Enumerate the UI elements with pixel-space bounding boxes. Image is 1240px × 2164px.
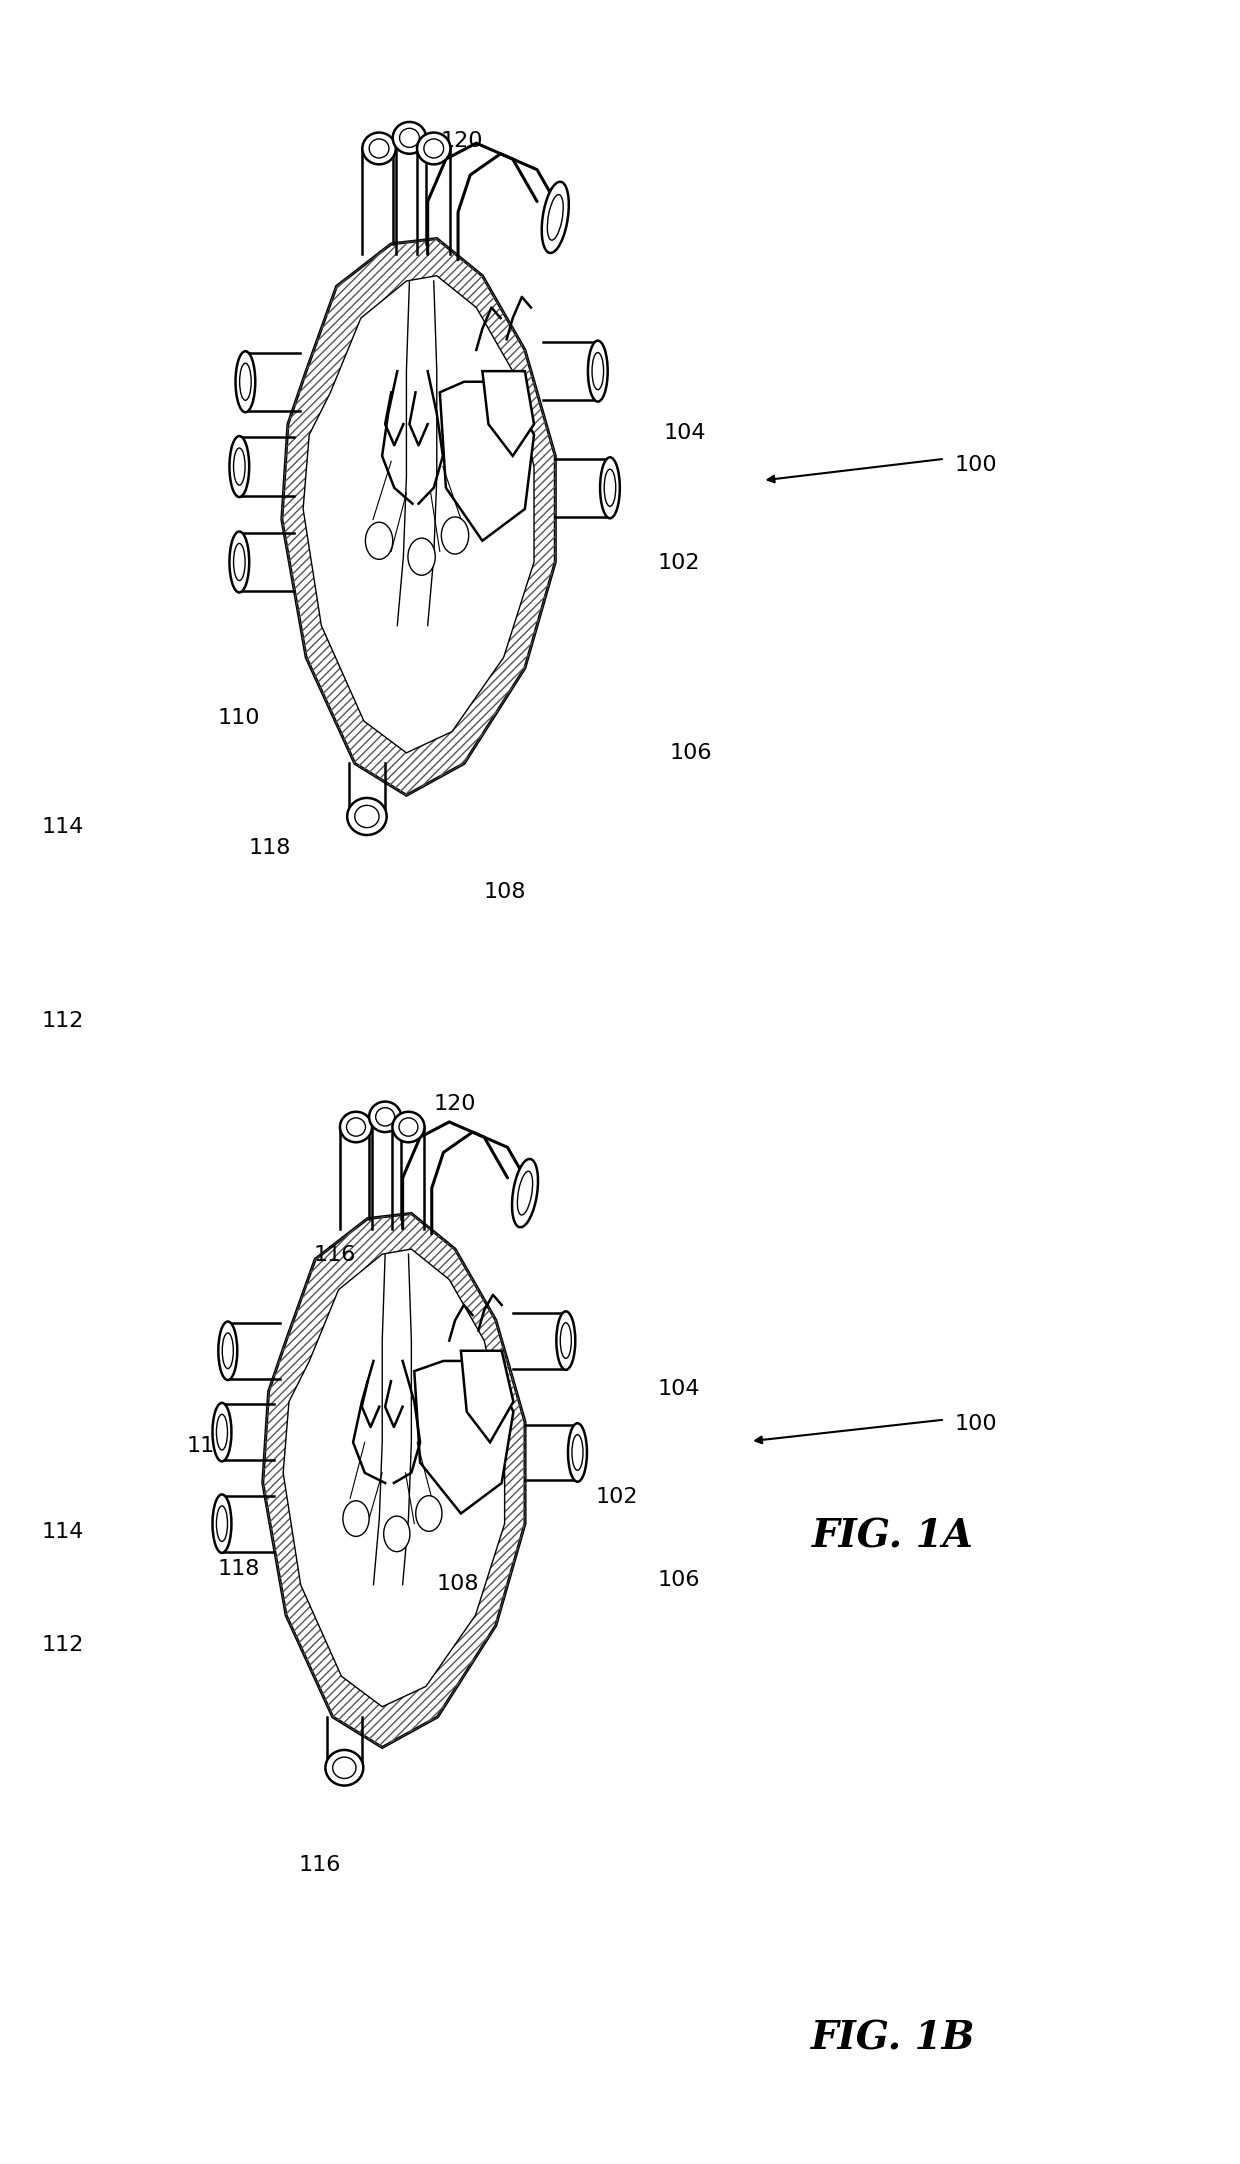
Ellipse shape: [399, 1119, 418, 1136]
Text: 120: 120: [434, 1093, 476, 1114]
Ellipse shape: [370, 1101, 402, 1132]
Ellipse shape: [376, 1108, 394, 1125]
Ellipse shape: [233, 448, 246, 485]
Ellipse shape: [239, 364, 252, 400]
Text: 112: 112: [42, 1011, 84, 1032]
Ellipse shape: [591, 353, 604, 390]
Ellipse shape: [212, 1402, 232, 1461]
Ellipse shape: [393, 121, 427, 154]
Ellipse shape: [424, 138, 444, 158]
Ellipse shape: [217, 1506, 227, 1541]
Polygon shape: [283, 1249, 505, 1707]
Ellipse shape: [366, 522, 393, 558]
Text: 108: 108: [484, 881, 526, 902]
Polygon shape: [482, 372, 534, 457]
Ellipse shape: [218, 1322, 237, 1381]
Polygon shape: [303, 275, 534, 753]
Ellipse shape: [340, 1112, 372, 1143]
Ellipse shape: [604, 470, 616, 506]
Ellipse shape: [362, 132, 396, 164]
Ellipse shape: [383, 1517, 410, 1552]
Ellipse shape: [325, 1751, 363, 1785]
Text: 106: 106: [670, 742, 712, 764]
Ellipse shape: [212, 1495, 232, 1554]
Ellipse shape: [229, 532, 249, 593]
Ellipse shape: [441, 517, 469, 554]
Text: 102: 102: [595, 1487, 637, 1508]
Ellipse shape: [222, 1333, 233, 1368]
Text: 116: 116: [314, 1244, 356, 1266]
Text: 104: 104: [663, 422, 706, 444]
Text: 100: 100: [955, 454, 997, 476]
Ellipse shape: [572, 1435, 583, 1469]
Polygon shape: [414, 1361, 513, 1513]
Ellipse shape: [517, 1171, 533, 1214]
Ellipse shape: [392, 1112, 424, 1143]
Ellipse shape: [417, 132, 450, 164]
Text: 112: 112: [42, 1634, 84, 1655]
Ellipse shape: [415, 1495, 441, 1532]
Ellipse shape: [557, 1311, 575, 1370]
Text: 106: 106: [657, 1569, 699, 1591]
Ellipse shape: [217, 1415, 227, 1450]
Text: 120: 120: [440, 130, 482, 151]
Ellipse shape: [229, 437, 249, 498]
Text: FIG. 1A: FIG. 1A: [812, 1517, 973, 1556]
Text: 110: 110: [218, 708, 260, 729]
Ellipse shape: [399, 128, 419, 147]
Ellipse shape: [547, 195, 563, 240]
Text: 104: 104: [657, 1378, 699, 1400]
Text: 118: 118: [249, 837, 291, 859]
Text: FIG. 1B: FIG. 1B: [811, 2019, 975, 2058]
Ellipse shape: [542, 182, 569, 253]
Text: 100: 100: [955, 1413, 997, 1435]
Ellipse shape: [560, 1322, 572, 1359]
Ellipse shape: [343, 1502, 370, 1536]
Text: 118: 118: [218, 1558, 260, 1580]
Ellipse shape: [332, 1757, 356, 1779]
Ellipse shape: [236, 351, 255, 411]
Text: 108: 108: [436, 1573, 479, 1595]
Polygon shape: [440, 381, 534, 541]
Ellipse shape: [355, 805, 379, 827]
Ellipse shape: [568, 1424, 587, 1482]
Ellipse shape: [512, 1160, 538, 1227]
Polygon shape: [281, 238, 556, 794]
Ellipse shape: [588, 340, 608, 403]
Ellipse shape: [408, 539, 435, 576]
Ellipse shape: [370, 138, 389, 158]
Polygon shape: [461, 1350, 513, 1441]
Ellipse shape: [347, 799, 387, 835]
Ellipse shape: [233, 543, 246, 580]
Text: 102: 102: [657, 552, 699, 573]
Text: 114: 114: [42, 1521, 84, 1543]
Ellipse shape: [600, 457, 620, 517]
Text: 114: 114: [42, 816, 84, 837]
Text: 116: 116: [299, 1855, 341, 1876]
Ellipse shape: [346, 1119, 366, 1136]
Polygon shape: [263, 1214, 525, 1749]
Text: 110: 110: [187, 1435, 229, 1456]
